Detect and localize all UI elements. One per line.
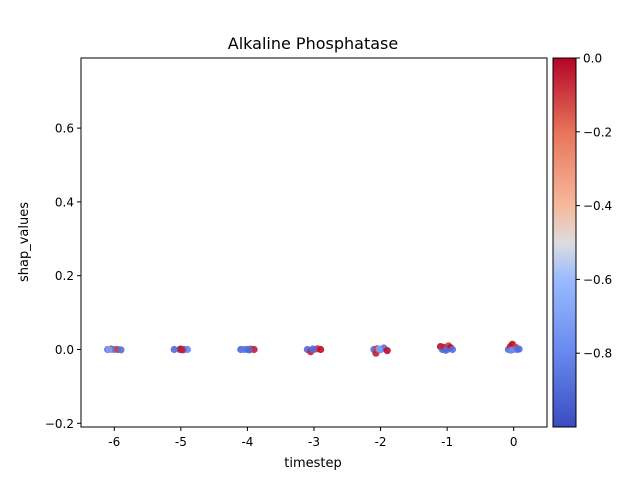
y-tick-label: 0.4 (55, 195, 74, 209)
data-point (183, 345, 192, 354)
axes-frame (80, 57, 548, 428)
y-tick-label: 0.2 (55, 269, 74, 283)
y-axis-label: shap_values (17, 202, 32, 282)
data-point (448, 345, 457, 354)
colorbar-gradient (552, 57, 577, 428)
colorbar-tick-label: −0.8 (583, 347, 612, 361)
colorbar-tick-label: −0.2 (583, 125, 612, 139)
x-tick-label: -4 (241, 435, 253, 449)
data-point (105, 345, 113, 354)
data-point (442, 346, 450, 354)
data-points (104, 340, 523, 357)
x-axis-ticks: -6 -5 -4 -3 -2 -1 0 (108, 427, 518, 449)
data-point (309, 345, 317, 353)
colorbar: 0.0 −0.2 −0.4 −0.6 −0.8 (552, 52, 612, 428)
data-point (515, 345, 523, 353)
colorbar-tick-label: 0.0 (583, 52, 602, 66)
colorbar-tick-label: −0.6 (583, 273, 612, 287)
x-tick-label: 0 (510, 435, 518, 449)
data-point (317, 345, 325, 354)
colorbar-tick-label: −0.4 (583, 199, 612, 213)
y-tick-label: −0.2 (45, 417, 74, 431)
x-axis-label: timestep (284, 456, 342, 471)
x-tick-label: -5 (175, 435, 187, 449)
data-point (117, 346, 125, 354)
data-point (375, 345, 383, 353)
data-point (170, 345, 178, 354)
data-point (383, 347, 391, 355)
data-point (507, 346, 515, 354)
x-tick-label: -3 (308, 435, 320, 449)
plot-area: -6 -5 -4 -3 -2 -1 0 −0.2 0.0 0.2 0.4 0.6 (45, 57, 548, 449)
data-point (178, 346, 186, 354)
y-tick-label: 0.6 (55, 122, 74, 136)
y-axis-ticks: −0.2 0.0 0.2 0.4 0.6 (45, 122, 81, 431)
y-tick-label: 0.0 (55, 343, 74, 357)
x-tick-label: -6 (108, 435, 120, 449)
chart-title: Alkaline Phosphatase (228, 34, 398, 53)
colorbar-ticks: 0.0 −0.2 −0.4 −0.6 −0.8 (576, 52, 612, 361)
x-tick-label: -2 (375, 435, 387, 449)
data-point (245, 346, 254, 354)
x-tick-label: -1 (441, 435, 453, 449)
